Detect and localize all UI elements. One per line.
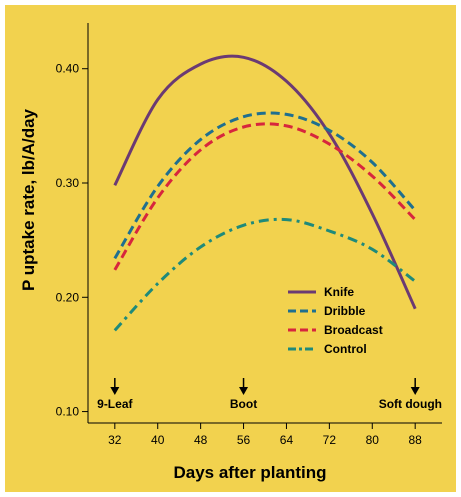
x-tick-label: 48 bbox=[194, 433, 208, 447]
stage-label: Boot bbox=[230, 397, 257, 411]
y-tick-label: 0.20 bbox=[56, 290, 80, 304]
x-tick-label: 56 bbox=[237, 433, 251, 447]
series-lines bbox=[113, 54, 417, 332]
series-line-broadcast bbox=[113, 122, 417, 271]
series-line-dribble bbox=[113, 111, 417, 260]
stage-label: Soft dough bbox=[379, 397, 442, 411]
legend: Knife Dribble Broadcast Control bbox=[288, 285, 383, 356]
chart-panel: 0.10 0.20 0.30 0.40 32 40 48 56 64 72 80 88 9-Leaf… bbox=[5, 5, 456, 492]
x-tick-label: 40 bbox=[151, 433, 165, 447]
y-tick-label: 0.10 bbox=[56, 405, 80, 419]
y-tick-label: 0.40 bbox=[56, 62, 80, 76]
y-axis-label: P uptake rate, lb/A/day bbox=[19, 108, 38, 291]
x-tick-label: 64 bbox=[280, 433, 294, 447]
x-tick-label: 72 bbox=[323, 433, 337, 447]
y-ticks: 0.10 0.20 0.30 0.40 bbox=[56, 62, 88, 419]
y-tick-label: 0.30 bbox=[56, 176, 80, 190]
growth-stage-markers: 9-Leaf Boot Soft dough bbox=[97, 378, 442, 411]
stage-arrow-icon bbox=[410, 387, 420, 395]
series-line-knife bbox=[113, 54, 417, 310]
stage-arrow-icon bbox=[239, 387, 249, 395]
chart-background bbox=[5, 5, 456, 492]
stage-label: 9-Leaf bbox=[97, 397, 133, 411]
line-chart: 0.10 0.20 0.30 0.40 32 40 48 56 64 72 80 88 9-Leaf… bbox=[5, 5, 456, 492]
legend-label: Control bbox=[324, 342, 367, 356]
x-axis-label: Days after planting bbox=[173, 463, 326, 482]
x-tick-label: 80 bbox=[366, 433, 380, 447]
x-ticks: 32 40 48 56 64 72 80 88 bbox=[108, 423, 422, 447]
series-line-control bbox=[113, 217, 417, 332]
legend-label: Knife bbox=[324, 285, 354, 299]
stage-arrow-icon bbox=[110, 387, 120, 395]
x-tick-label: 88 bbox=[409, 433, 423, 447]
x-tick-label: 32 bbox=[108, 433, 122, 447]
legend-label: Broadcast bbox=[324, 323, 383, 337]
legend-label: Dribble bbox=[324, 304, 366, 318]
